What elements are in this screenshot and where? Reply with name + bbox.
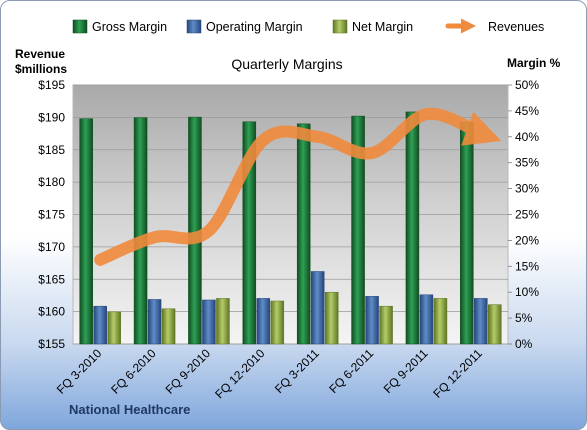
legend-label-net-margin: Net Margin — [352, 20, 413, 34]
left-tick-label: $175 — [38, 208, 65, 222]
gross-margin-bar — [460, 122, 474, 345]
company-name: National Healthcare — [69, 402, 190, 417]
legend-swatch-net-margin — [332, 19, 348, 34]
right-tick-label: 30% — [515, 182, 539, 196]
operating-margin-bar — [419, 294, 434, 345]
right-tick-label: 25% — [515, 208, 539, 222]
right-tick-label: 35% — [515, 156, 539, 170]
net-margin-bar — [488, 304, 502, 345]
legend-swatch-gross-margin — [72, 19, 88, 34]
net-margin-bar — [107, 311, 121, 345]
left-axis-ticks: $155 $160 $165 $170 $175 $180 $185 $190 $195 — [38, 78, 65, 351]
x-tick-label: FQ 3-2010 — [54, 346, 105, 397]
left-axis-title-line1: Revenue — [15, 47, 65, 61]
legend-label-operating-margin: Operating Margin — [206, 20, 303, 34]
left-tick-label: $180 — [38, 175, 65, 189]
right-tick-label: 50% — [515, 78, 539, 92]
right-axis-title: Margin % — [507, 56, 561, 70]
right-axis-ticks: 0% 5% 10% 15% 20% 25% 30% 35% 40% 45% 50% — [508, 78, 539, 351]
operating-margin-bar — [310, 271, 325, 345]
legend-label-gross-margin: Gross Margin — [92, 20, 167, 34]
x-axis-ticks: FQ 3-2010 FQ 6-2010 FQ 9-2010 FQ 12-2010 FQ … — [54, 346, 485, 401]
gross-margin-bar — [133, 117, 148, 345]
x-tick-label: FQ 9-2010 — [163, 346, 214, 397]
net-margin-bar — [216, 298, 230, 345]
left-tick-label: $190 — [38, 110, 65, 124]
left-tick-label: $170 — [38, 240, 65, 254]
x-tick-label: FQ 6-2010 — [108, 346, 159, 397]
operating-margin-bar — [93, 305, 107, 345]
operating-margin-bar — [365, 296, 379, 345]
operating-margin-bar — [256, 298, 271, 345]
left-tick-label: $155 — [38, 337, 65, 351]
net-margin-bar — [324, 291, 339, 345]
x-tick-label: FQ 12-2010 — [212, 346, 267, 401]
operating-margin-bar — [474, 298, 488, 345]
chart-title: Quarterly Margins — [231, 56, 342, 72]
right-tick-label: 0% — [515, 337, 533, 351]
x-tick-label: FQ 12-2011 — [430, 346, 485, 401]
x-tick-label: FQ 9-2011 — [381, 346, 431, 396]
left-tick-label: $185 — [38, 143, 65, 157]
gross-margin-bar — [405, 111, 420, 345]
bars — [79, 111, 502, 345]
net-margin-bar — [270, 300, 285, 345]
operating-margin-bar — [202, 299, 216, 345]
x-tick-label: FQ 6-2011 — [326, 346, 376, 396]
gross-margin-bar — [351, 115, 365, 345]
right-tick-label: 10% — [515, 285, 539, 299]
left-tick-label: $165 — [38, 272, 65, 286]
left-tick-label: $195 — [38, 78, 65, 92]
legend-swatch-operating-margin — [186, 19, 202, 34]
net-margin-bar — [161, 308, 176, 345]
right-tick-label: 20% — [515, 233, 539, 247]
right-tick-label: 5% — [515, 311, 533, 325]
right-tick-label: 15% — [515, 259, 539, 273]
net-margin-bar — [433, 298, 448, 345]
revenue-line — [94, 107, 502, 266]
revenues-line — [94, 107, 502, 266]
legend-label-revenues: Revenues — [488, 20, 544, 34]
net-margin-bar — [379, 305, 393, 345]
right-tick-label: 45% — [515, 104, 539, 118]
left-tick-label: $160 — [38, 305, 65, 319]
gross-margin-bar — [296, 123, 311, 345]
left-axis-title-line2: $millions — [15, 62, 67, 76]
operating-margin-bar — [147, 299, 162, 345]
legend: Gross Margin Operating Margin Net Margin… — [72, 18, 544, 34]
right-tick-label: 40% — [515, 130, 539, 144]
gross-margin-bar — [79, 118, 93, 345]
x-tick-label: FQ 3-2011 — [272, 346, 322, 396]
